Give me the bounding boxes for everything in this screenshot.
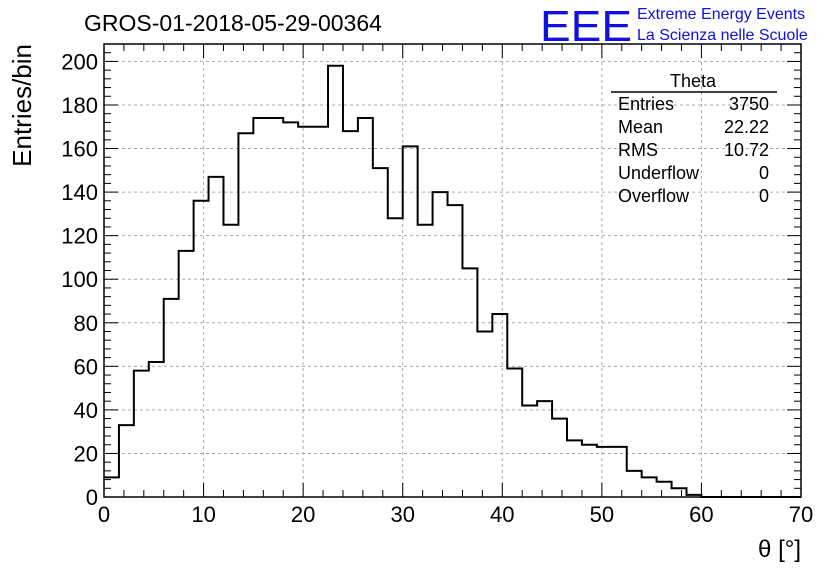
stats-title: Theta (670, 71, 717, 91)
eee-logo-line1: Extreme Energy Events (637, 6, 805, 23)
plot-frame (103, 43, 802, 498)
stats-label-underflow: Underflow (618, 163, 700, 183)
x-tick-label: 10 (191, 502, 215, 527)
stats-value-mean: 22.22 (724, 117, 769, 137)
stats-label-mean: Mean (618, 117, 663, 137)
y-tick-label: 40 (74, 398, 98, 423)
y-tick-label: 0 (86, 485, 98, 510)
tick-labels: 0 10 20 30 40 50 60 70 0 20 40 60 80 100 120 140 160 180 2… (61, 49, 813, 527)
x-tick-label: 60 (689, 502, 713, 527)
axis-ticks (103, 43, 802, 498)
stats-label-rms: RMS (618, 140, 658, 160)
run-title: GROS-01-2018-05-29-00364 (84, 10, 382, 36)
stats-box: Theta Entries 3750 Mean 22.22 RMS 10.72 … (611, 71, 777, 206)
y-tick-label: 120 (61, 224, 98, 249)
y-tick-label: 200 (61, 49, 98, 74)
stats-value-overflow: 0 (759, 186, 769, 206)
y-axis-label: Entries/bin (7, 44, 37, 167)
stats-label-overflow: Overflow (618, 186, 690, 206)
y-tick-label: 180 (61, 93, 98, 118)
x-tick-label: 30 (390, 502, 414, 527)
x-tick-label: 50 (590, 502, 614, 527)
y-tick-label: 140 (61, 180, 98, 205)
y-tick-label: 160 (61, 137, 98, 162)
stats-value-entries: 3750 (729, 94, 769, 114)
eee-logo-letters: EEE (540, 2, 632, 51)
y-tick-label: 100 (61, 267, 98, 292)
x-tick-label: 20 (291, 502, 315, 527)
stats-label-entries: Entries (618, 94, 674, 114)
eee-logo-line2: La Scienza nelle Scuole (637, 27, 808, 44)
y-tick-label: 20 (74, 441, 98, 466)
x-axis-label: θ [°] (758, 536, 801, 563)
y-tick-label: 80 (74, 311, 98, 336)
stats-value-rms: 10.72 (724, 140, 769, 160)
x-tick-label: 0 (98, 502, 110, 527)
y-tick-label: 60 (74, 354, 98, 379)
grid-lines (104, 44, 801, 497)
stats-value-underflow: 0 (759, 163, 769, 183)
x-tick-label: 40 (490, 502, 514, 527)
histogram-outline (104, 64, 801, 498)
x-tick-label: 70 (789, 502, 813, 527)
